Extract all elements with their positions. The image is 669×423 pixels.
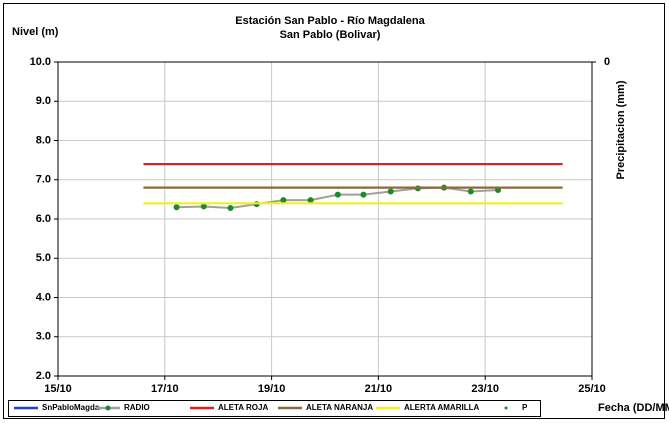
plot-frame bbox=[57, 61, 593, 377]
data-point bbox=[360, 191, 367, 198]
data-point bbox=[173, 204, 180, 211]
y-tick-label: 9.0 bbox=[36, 95, 51, 107]
legend-swatch bbox=[105, 405, 111, 411]
data-point bbox=[280, 197, 287, 204]
x-tick-label: 15/10 bbox=[44, 383, 72, 395]
data-point bbox=[307, 197, 314, 204]
data-point bbox=[467, 188, 474, 195]
x-tick-label: 19/10 bbox=[258, 383, 286, 395]
y2-tick-label: 0 bbox=[604, 56, 610, 68]
legend-swatch bbox=[504, 406, 508, 410]
legend-label: P bbox=[522, 403, 528, 412]
chart-subtitle: San Pablo (Bolivar) bbox=[280, 29, 381, 41]
y-tick-label: 5.0 bbox=[36, 252, 51, 264]
y-tick-label: 7.0 bbox=[36, 174, 51, 186]
y-tick-label: 8.0 bbox=[36, 134, 51, 146]
legend-label: ALETA ROJA bbox=[218, 403, 268, 412]
y-tick-label: 10.0 bbox=[30, 56, 51, 68]
x-axis-label: Fecha (DD/MM) bbox=[598, 402, 669, 414]
legend-label: ALETA NARANJA bbox=[306, 403, 373, 412]
x-tick-label: 21/10 bbox=[365, 383, 393, 395]
y-tick-label: 2.0 bbox=[36, 370, 51, 382]
legend bbox=[8, 400, 541, 417]
data-point bbox=[334, 191, 341, 198]
legend-label: RADIO bbox=[124, 403, 150, 412]
y-axis-label: Nivel (m) bbox=[12, 26, 59, 38]
x-tick-label: 23/10 bbox=[471, 383, 499, 395]
legend-label: ALERTA AMARILLA bbox=[404, 403, 479, 412]
chart-title: Estación San Pablo - Río Magdalena bbox=[235, 15, 425, 27]
y-tick-label: 4.0 bbox=[36, 291, 51, 303]
y-tick-label: 3.0 bbox=[36, 331, 51, 343]
y2-axis-label: Precipitacion (mm) bbox=[615, 80, 627, 179]
legend-label: SnPabloMagda bbox=[42, 403, 100, 412]
y-tick-label: 6.0 bbox=[36, 213, 51, 225]
x-tick-label: 17/10 bbox=[151, 383, 179, 395]
data-point bbox=[200, 203, 207, 210]
data-point bbox=[387, 188, 394, 195]
x-tick-label: 25/10 bbox=[578, 383, 606, 395]
data-point bbox=[227, 205, 234, 212]
